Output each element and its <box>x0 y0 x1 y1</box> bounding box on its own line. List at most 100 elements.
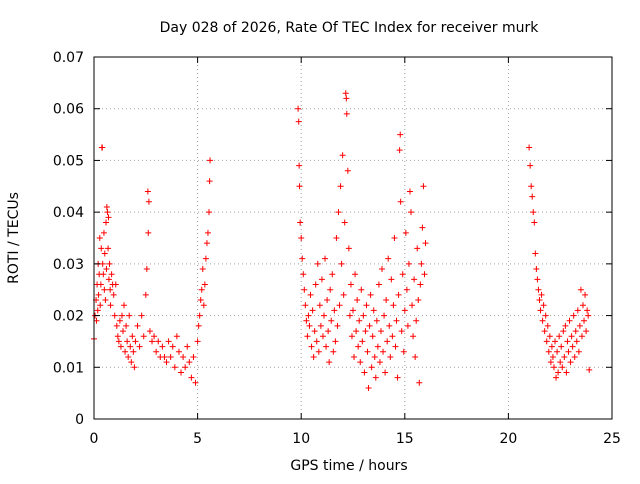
data-point <box>128 359 135 366</box>
data-point <box>355 343 362 350</box>
data-point <box>558 343 565 350</box>
data-point <box>99 144 106 151</box>
data-point <box>305 312 312 319</box>
data-point <box>203 240 210 247</box>
data-point <box>194 338 201 345</box>
data-point <box>379 266 386 273</box>
data-point <box>107 286 114 293</box>
data-point <box>545 348 552 355</box>
data-point <box>159 343 166 350</box>
x-tick-label: 20 <box>499 431 517 447</box>
data-point <box>409 302 416 309</box>
data-point <box>368 364 375 371</box>
data-point <box>122 348 129 355</box>
data-point <box>375 281 382 288</box>
data-point <box>113 322 120 329</box>
data-point <box>401 307 408 314</box>
data-point <box>180 353 187 360</box>
data-point <box>534 276 541 283</box>
data-point <box>330 348 337 355</box>
data-point <box>408 209 415 216</box>
data-point <box>171 364 178 371</box>
data-point <box>316 302 323 309</box>
y-axis-label: ROTI / TECUs <box>6 192 22 284</box>
data-point <box>584 307 591 314</box>
data-point <box>312 281 319 288</box>
data-point <box>548 343 555 350</box>
data-point <box>328 317 335 324</box>
data-point <box>358 286 365 293</box>
data-point <box>351 353 358 360</box>
data-point <box>532 250 539 257</box>
data-point <box>406 188 413 195</box>
data-point <box>131 364 138 371</box>
data-point <box>295 105 302 112</box>
data-point <box>354 297 361 304</box>
data-point <box>416 379 423 386</box>
data-point <box>554 348 561 355</box>
data-point <box>105 214 112 221</box>
data-point <box>531 219 538 226</box>
data-point <box>421 271 428 278</box>
data-point <box>297 219 304 226</box>
data-point <box>97 281 104 288</box>
data-point <box>419 224 426 231</box>
data-point <box>178 369 185 376</box>
data-point <box>153 348 160 355</box>
data-points <box>91 90 593 391</box>
data-point <box>202 255 209 262</box>
data-point <box>116 317 123 324</box>
data-point <box>366 322 373 329</box>
data-point <box>389 333 396 340</box>
data-point <box>350 307 356 314</box>
data-point <box>146 328 153 335</box>
data-point <box>165 338 172 345</box>
y-tick-label: 0 <box>75 412 84 428</box>
data-point <box>173 333 180 340</box>
data-point <box>553 374 560 381</box>
data-point <box>201 281 208 288</box>
data-point <box>342 90 349 97</box>
data-point <box>101 250 108 257</box>
data-point <box>134 322 141 329</box>
data-point <box>552 338 559 345</box>
y-tick-label: 0.04 <box>53 205 84 221</box>
data-point <box>581 317 588 324</box>
data-point <box>100 271 107 278</box>
data-point <box>299 255 306 262</box>
data-point <box>108 271 115 278</box>
data-point <box>114 333 121 340</box>
data-point <box>555 369 562 376</box>
data-point <box>395 291 402 298</box>
data-point <box>405 260 412 267</box>
data-point <box>365 384 372 391</box>
y-tick-label: 0.07 <box>53 50 84 66</box>
data-point <box>529 193 536 200</box>
data-point <box>318 276 325 283</box>
y-tick-label: 0.02 <box>53 309 84 325</box>
data-point <box>143 266 150 273</box>
data-point <box>107 302 114 309</box>
data-point <box>413 317 420 324</box>
data-point <box>575 348 582 355</box>
x-tick-label: 15 <box>396 431 414 447</box>
data-point <box>338 260 345 267</box>
data-point <box>387 353 394 360</box>
data-point <box>382 369 389 376</box>
data-point <box>582 291 589 298</box>
data-point <box>381 312 388 319</box>
data-point <box>527 162 534 169</box>
chart-title: Day 028 of 2026, Rate Of TEC Index for r… <box>160 20 540 36</box>
data-point <box>560 328 567 335</box>
data-point <box>332 338 339 345</box>
data-point <box>182 364 189 371</box>
plot-frame <box>93 56 613 420</box>
data-point <box>343 95 350 102</box>
data-point <box>390 302 397 309</box>
data-point <box>94 307 101 314</box>
data-point <box>546 333 553 340</box>
data-point <box>373 317 380 324</box>
data-point <box>169 343 176 350</box>
data-point <box>103 203 110 210</box>
